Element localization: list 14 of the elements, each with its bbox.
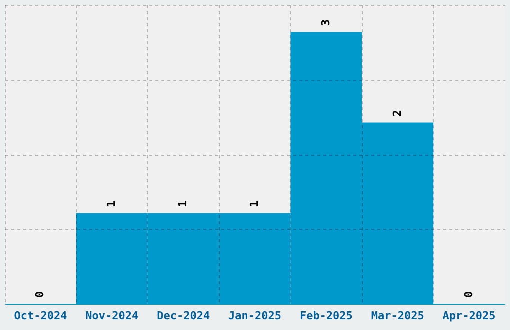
x-tick-label: Dec-2024	[157, 310, 210, 322]
data-label: 0	[462, 291, 476, 298]
x-tick-label: Jan-2025	[228, 310, 282, 322]
data-label: 1	[105, 200, 118, 208]
data-label: 0	[34, 291, 47, 298]
x-tick-label: Nov-2024	[86, 310, 140, 322]
x-tick-label: Oct-2024	[14, 310, 68, 322]
x-tick-label: Apr-2025	[442, 310, 496, 322]
x-tick-label: Mar-2025	[371, 310, 424, 322]
data-label: 1	[248, 200, 261, 208]
x-tick-label: Feb-2025	[300, 310, 353, 322]
data-label: 2	[390, 110, 404, 117]
data-label: 1	[176, 200, 190, 208]
data-label: 3	[319, 20, 332, 26]
